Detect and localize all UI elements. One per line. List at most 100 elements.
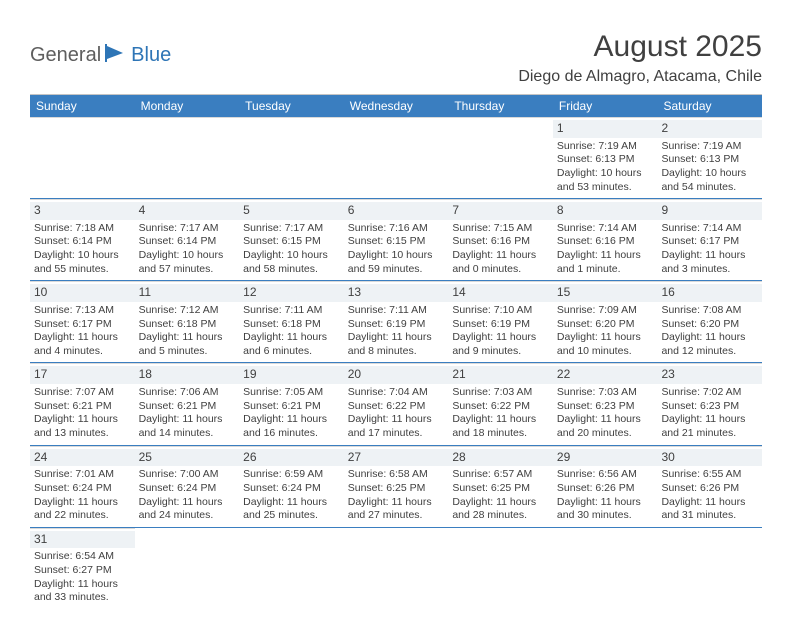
page-subtitle: Diego de Almagro, Atacama, Chile: [518, 68, 762, 86]
daylight-line: Daylight: 11 hours and 14 minutes.: [139, 413, 236, 440]
day-number: 25: [135, 449, 240, 467]
calendar-cell: 15Sunrise: 7:09 AMSunset: 6:20 PMDayligh…: [553, 281, 658, 362]
daylight-line: Daylight: 11 hours and 18 minutes.: [452, 413, 549, 440]
sunrise-line: Sunrise: 7:06 AM: [139, 386, 236, 400]
logo-text-general: General: [30, 44, 101, 67]
calendar-cell: 14Sunrise: 7:10 AMSunset: 6:19 PMDayligh…: [448, 281, 553, 362]
sunset-line: Sunset: 6:13 PM: [557, 153, 654, 167]
calendar-cell: 6Sunrise: 7:16 AMSunset: 6:15 PMDaylight…: [344, 199, 449, 280]
calendar-cell: 16Sunrise: 7:08 AMSunset: 6:20 PMDayligh…: [657, 281, 762, 362]
calendar-cell: 4Sunrise: 7:17 AMSunset: 6:14 PMDaylight…: [135, 199, 240, 280]
daylight-line: Daylight: 10 hours and 54 minutes.: [661, 167, 758, 194]
sunrise-line: Sunrise: 7:03 AM: [557, 386, 654, 400]
day-number: 19: [239, 366, 344, 384]
sunrise-line: Sunrise: 7:04 AM: [348, 386, 445, 400]
day-number: 29: [553, 449, 658, 467]
sunrise-line: Sunrise: 7:08 AM: [661, 304, 758, 318]
daylight-line: Daylight: 11 hours and 0 minutes.: [452, 249, 549, 276]
day-number: 18: [135, 366, 240, 384]
day-number: 8: [553, 202, 658, 220]
daylight-line: Daylight: 11 hours and 5 minutes.: [139, 331, 236, 358]
daylight-line: Daylight: 10 hours and 59 minutes.: [348, 249, 445, 276]
day-number: 24: [30, 449, 135, 467]
sunset-line: Sunset: 6:27 PM: [34, 564, 131, 578]
calendar-cell: 25Sunrise: 7:00 AMSunset: 6:24 PMDayligh…: [135, 446, 240, 527]
day-number: 31: [30, 531, 135, 549]
calendar-cell: 13Sunrise: 7:11 AMSunset: 6:19 PMDayligh…: [344, 281, 449, 362]
sunset-line: Sunset: 6:17 PM: [34, 318, 131, 332]
day-number: 15: [553, 284, 658, 302]
daylight-line: Daylight: 11 hours and 25 minutes.: [243, 496, 340, 523]
sunrise-line: Sunrise: 7:18 AM: [34, 222, 131, 236]
sunrise-line: Sunrise: 7:00 AM: [139, 468, 236, 482]
calendar-cell: 27Sunrise: 6:58 AMSunset: 6:25 PMDayligh…: [344, 446, 449, 527]
calendar-cell: 23Sunrise: 7:02 AMSunset: 6:23 PMDayligh…: [657, 363, 762, 444]
sunrise-line: Sunrise: 6:58 AM: [348, 468, 445, 482]
day-header: Friday: [553, 95, 658, 117]
sunset-line: Sunset: 6:22 PM: [348, 400, 445, 414]
day-number: 22: [553, 366, 658, 384]
sunset-line: Sunset: 6:24 PM: [243, 482, 340, 496]
sunset-line: Sunset: 6:21 PM: [139, 400, 236, 414]
sunrise-line: Sunrise: 7:01 AM: [34, 468, 131, 482]
sunset-line: Sunset: 6:20 PM: [557, 318, 654, 332]
calendar-cell: 2Sunrise: 7:19 AMSunset: 6:13 PMDaylight…: [657, 117, 762, 198]
daylight-line: Daylight: 11 hours and 9 minutes.: [452, 331, 549, 358]
sunrise-line: Sunrise: 6:54 AM: [34, 550, 131, 564]
calendar-cell: 9Sunrise: 7:14 AMSunset: 6:17 PMDaylight…: [657, 199, 762, 280]
daylight-line: Daylight: 11 hours and 1 minute.: [557, 249, 654, 276]
daylight-line: Daylight: 11 hours and 21 minutes.: [661, 413, 758, 440]
sunset-line: Sunset: 6:21 PM: [34, 400, 131, 414]
sunrise-line: Sunrise: 7:13 AM: [34, 304, 131, 318]
calendar-cell: 8Sunrise: 7:14 AMSunset: 6:16 PMDaylight…: [553, 199, 658, 280]
day-number: 3: [30, 202, 135, 220]
sunset-line: Sunset: 6:25 PM: [452, 482, 549, 496]
sunrise-line: Sunrise: 7:05 AM: [243, 386, 340, 400]
sunset-line: Sunset: 6:23 PM: [661, 400, 758, 414]
daylight-line: Daylight: 11 hours and 31 minutes.: [661, 496, 758, 523]
daylight-line: Daylight: 11 hours and 10 minutes.: [557, 331, 654, 358]
calendar-cell: 22Sunrise: 7:03 AMSunset: 6:23 PMDayligh…: [553, 363, 658, 444]
day-number: 16: [657, 284, 762, 302]
calendar-cell: 28Sunrise: 6:57 AMSunset: 6:25 PMDayligh…: [448, 446, 553, 527]
day-number: 13: [344, 284, 449, 302]
sunset-line: Sunset: 6:20 PM: [661, 318, 758, 332]
day-header: Sunday: [30, 95, 135, 117]
calendar-cell: 1Sunrise: 7:19 AMSunset: 6:13 PMDaylight…: [553, 117, 658, 198]
daylight-line: Daylight: 10 hours and 53 minutes.: [557, 167, 654, 194]
calendar-cell-empty: [344, 528, 449, 609]
sunrise-line: Sunrise: 6:59 AM: [243, 468, 340, 482]
daylight-line: Daylight: 10 hours and 58 minutes.: [243, 249, 340, 276]
flag-icon: [105, 44, 127, 67]
sunset-line: Sunset: 6:14 PM: [139, 235, 236, 249]
sunset-line: Sunset: 6:18 PM: [139, 318, 236, 332]
sunrise-line: Sunrise: 7:14 AM: [557, 222, 654, 236]
calendar-cell: 10Sunrise: 7:13 AMSunset: 6:17 PMDayligh…: [30, 281, 135, 362]
sunset-line: Sunset: 6:26 PM: [557, 482, 654, 496]
day-header: Thursday: [448, 95, 553, 117]
calendar-cell: 12Sunrise: 7:11 AMSunset: 6:18 PMDayligh…: [239, 281, 344, 362]
calendar-cell: 18 Sunrise: 7:06 AMSunset: 6:21 PMDayligh…: [135, 363, 240, 444]
sunset-line: Sunset: 6:22 PM: [452, 400, 549, 414]
day-number: 1: [553, 120, 658, 138]
daylight-line: Daylight: 11 hours and 3 minutes.: [661, 249, 758, 276]
daylight-line: Daylight: 11 hours and 17 minutes.: [348, 413, 445, 440]
week-row: 3 Sunrise: 7:18 AM Sunset: 6:14 PM Daylight…: [30, 199, 762, 281]
daylight-line: Daylight: 11 hours and 4 minutes.: [34, 331, 131, 358]
day-number: 11: [135, 284, 240, 302]
sunrise-line: Sunrise: 6:56 AM: [557, 468, 654, 482]
calendar-grid: SundayMondayTuesdayWednesdayThursdayFrid…: [30, 94, 762, 609]
calendar-cell-empty: [344, 117, 449, 198]
day-number: 26: [239, 449, 344, 467]
daylight-line: Daylight: 11 hours and 30 minutes.: [557, 496, 654, 523]
sunrise-line: Sunrise: 6:57 AM: [452, 468, 549, 482]
daylight-line: Daylight: 11 hours and 20 minutes.: [557, 413, 654, 440]
calendar-cell-empty: [30, 117, 135, 198]
day-number: 14: [448, 284, 553, 302]
sunrise-line: Sunrise: 6:55 AM: [661, 468, 758, 482]
day-number: 7: [448, 202, 553, 220]
daylight-line: Daylight: 11 hours and 24 minutes.: [139, 496, 236, 523]
daylight-line: Daylight: 11 hours and 33 minutes.: [34, 578, 131, 605]
day-number: 28: [448, 449, 553, 467]
calendar-cell-empty: [135, 117, 240, 198]
